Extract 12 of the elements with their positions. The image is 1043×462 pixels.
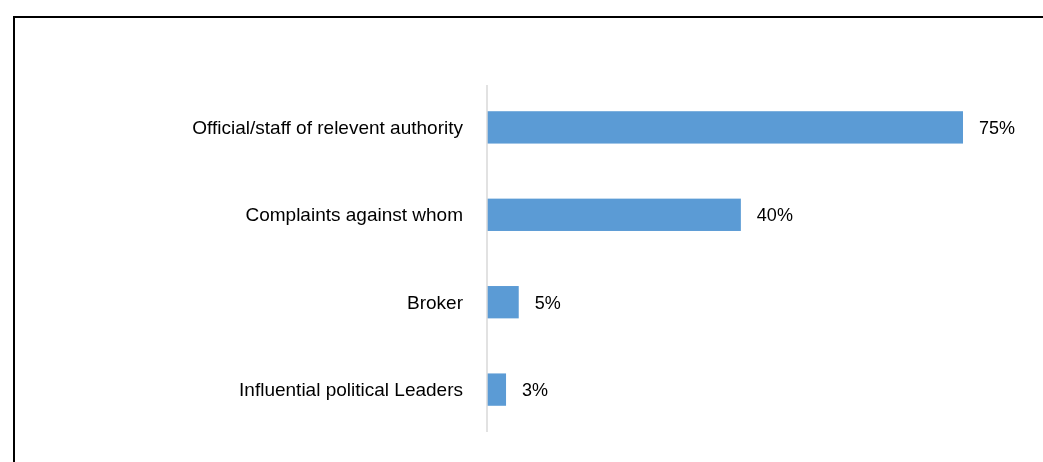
- data-label: 75%: [979, 117, 1016, 138]
- y-tick-label: Official/staff of relevent authority: [192, 117, 464, 139]
- y-tick-label: Complaints against whom: [245, 204, 463, 226]
- y-tick-label: Broker: [407, 291, 464, 313]
- data-label: 3%: [522, 379, 549, 400]
- data-label: 5%: [534, 292, 561, 313]
- bar: [487, 198, 741, 231]
- bar: [487, 373, 507, 406]
- y-tick-label: Influential political Leaders: [239, 379, 463, 401]
- bar: [487, 111, 963, 144]
- data-label: 40%: [756, 205, 793, 226]
- bar: [487, 286, 519, 319]
